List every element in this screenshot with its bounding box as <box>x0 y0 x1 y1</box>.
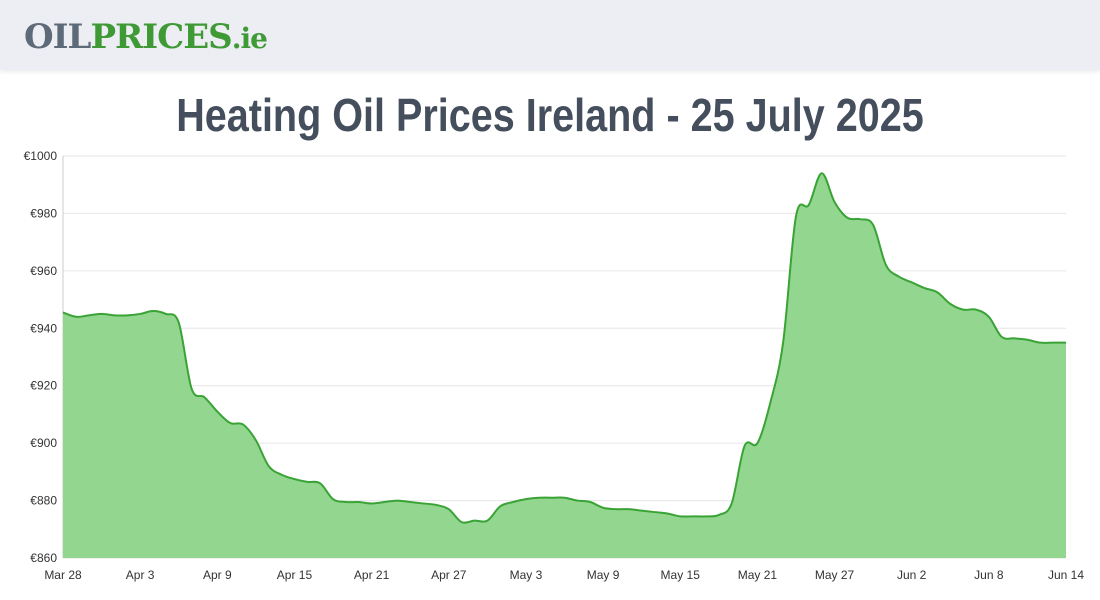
x-tick-label: Apr 3 <box>126 568 155 582</box>
y-tick-label: €900 <box>30 436 57 450</box>
price-area-chart: €860 €880 €900 €920 €940 €960 €980 €1000 Mar 28… <box>24 149 1085 582</box>
y-axis: €860 €880 €900 €920 €940 €960 €980 €1000 <box>24 149 58 565</box>
y-tick-label: €860 <box>30 551 57 565</box>
x-tick-label: May 27 <box>815 568 855 582</box>
x-tick-label: Apr 21 <box>354 568 390 582</box>
logo-part-prices: PRICES <box>90 17 232 57</box>
x-tick-label: Apr 15 <box>277 568 313 582</box>
y-tick-label: €920 <box>30 379 57 393</box>
x-axis: Mar 28 Apr 3 Apr 9 Apr 15 Apr 21 Apr 27 May 3 M… <box>44 568 1084 582</box>
logo-part-domain: .ie <box>231 22 268 55</box>
x-tick-label: May 15 <box>661 568 701 582</box>
site-logo[interactable]: OILPRICES.ie <box>24 14 268 62</box>
logo-part-oil: OIL <box>24 17 91 57</box>
y-tick-label: €1000 <box>24 149 58 163</box>
x-tick-label: Apr 9 <box>203 568 232 582</box>
x-tick-label: May 3 <box>510 568 543 582</box>
y-tick-label: €880 <box>30 494 57 508</box>
x-tick-label: May 21 <box>738 568 778 582</box>
y-tick-label: €980 <box>30 206 57 220</box>
y-tick-label: €940 <box>30 321 57 335</box>
x-tick-label: May 9 <box>587 568 620 582</box>
series-line <box>62 172 1066 524</box>
x-tick-label: Jun 8 <box>974 568 1004 582</box>
x-tick-label: Jun 2 <box>897 568 927 582</box>
chart-series <box>62 172 1066 558</box>
page-title: Heating Oil Prices Ireland - 25 July 202… <box>176 89 924 141</box>
site-header: OILPRICES.ie <box>0 0 1100 70</box>
x-tick-label: Jun 14 <box>1048 568 1084 582</box>
x-tick-label: Mar 28 <box>44 568 82 582</box>
series-area <box>63 173 1066 558</box>
y-tick-label: €960 <box>30 264 57 278</box>
x-tick-label: Apr 27 <box>431 568 467 582</box>
